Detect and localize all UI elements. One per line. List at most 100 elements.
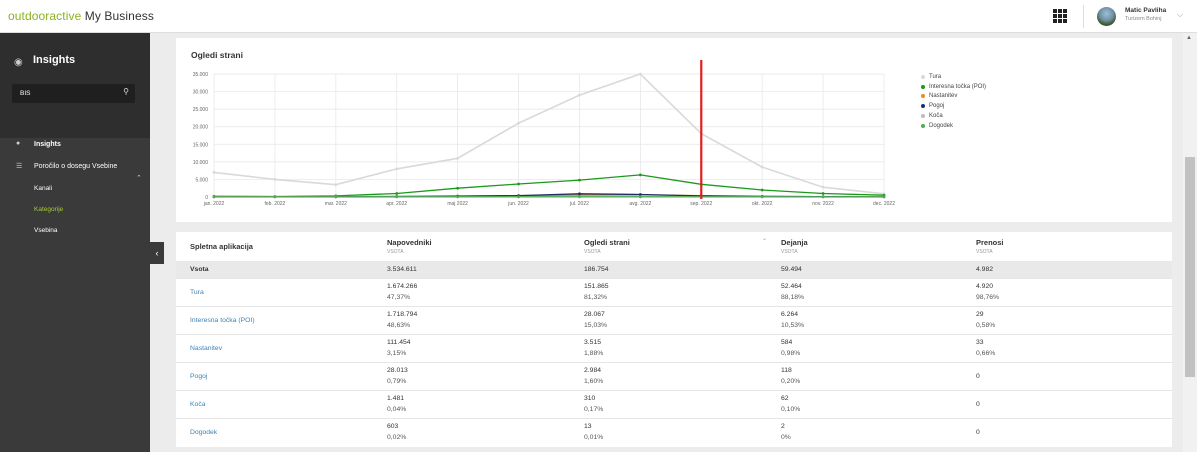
brand-name: outdooractive <box>8 9 82 23</box>
chevron-up-icon[interactable]: ⌃ <box>136 175 142 182</box>
column-header-pageviews[interactable]: Ogledi strani VSOTA ⌄ <box>584 232 774 261</box>
data-point[interactable] <box>578 178 581 182</box>
data-point[interactable] <box>395 192 399 195</box>
sort-chevron-icon[interactable]: ⌄ <box>762 236 768 242</box>
legend-label: Nastanitev <box>929 93 958 100</box>
x-tick-label: apr. 2022 <box>386 201 407 207</box>
cell-value: 2 <box>781 423 785 430</box>
legend-item[interactable]: Interesna točka (POI) <box>921 82 986 92</box>
data-point[interactable] <box>578 195 581 199</box>
search-input[interactable] <box>20 88 110 99</box>
cell-percentage: 1,60% <box>584 378 604 385</box>
data-point[interactable] <box>456 156 460 160</box>
x-tick-label: mar. 2022 <box>325 201 347 207</box>
data-point[interactable] <box>638 195 642 199</box>
row-name-link[interactable]: Pogoj <box>190 373 208 380</box>
data-point[interactable] <box>760 165 764 169</box>
sidebar-subitem-content[interactable]: Vsebina <box>34 227 58 234</box>
sidebar-collapse-button[interactable]: ‹ <box>150 242 164 264</box>
data-point[interactable] <box>212 195 216 199</box>
cell-value: 52.464 <box>781 283 802 290</box>
legend-label: Interesna točka (POI) <box>929 83 987 90</box>
search-icon[interactable]: ⚲ <box>123 87 129 96</box>
data-point[interactable] <box>456 186 460 190</box>
row-name-link[interactable]: Nastanitev <box>190 345 223 352</box>
cell-value: 151.865 <box>584 283 609 290</box>
data-point[interactable] <box>638 72 642 76</box>
data-point[interactable] <box>395 195 399 199</box>
data-point[interactable] <box>638 173 642 177</box>
series-line[interactable] <box>213 73 885 195</box>
data-point[interactable] <box>638 193 642 196</box>
cell-percentage: 0,20% <box>781 378 801 385</box>
cell-percentage: 0,10% <box>781 406 801 413</box>
data-table: Spletna aplikacija Napovedniki VSOTA Ogl… <box>176 232 1172 447</box>
legend-item[interactable]: Pogoj <box>921 101 986 111</box>
x-tick-label: dec. 2022 <box>873 201 895 207</box>
data-point[interactable] <box>456 195 460 199</box>
chart-legend: Tura Interesna točka (POI) Nastanitev Pogoj… <box>921 72 986 131</box>
column-header-app[interactable]: Spletna aplikacija <box>190 232 370 261</box>
data-point[interactable] <box>821 195 825 199</box>
x-tick-label: sep. 2022 <box>690 201 712 207</box>
cell-percentage: 0,58% <box>976 322 996 329</box>
column-header-label: Dejanja <box>781 238 808 247</box>
data-point[interactable] <box>334 183 338 187</box>
column-header-teasers[interactable]: Napovedniki VSOTA <box>387 232 567 261</box>
sidebar-item-reach-report[interactable]: ☰ Poročilo o dosegu Vsebine <box>0 157 150 177</box>
cell-percentage: 15,03% <box>584 322 608 329</box>
eye-icon: ● <box>16 140 21 147</box>
data-point[interactable] <box>517 121 520 125</box>
legend-item[interactable]: Dogodek <box>921 121 986 131</box>
sidebar-item-insights[interactable]: ● Insights <box>0 135 150 155</box>
avatar[interactable] <box>1097 7 1116 26</box>
data-point[interactable] <box>517 195 520 199</box>
row-name-link[interactable]: Koča <box>190 401 206 408</box>
legend-item[interactable]: Nastanitev <box>921 92 986 102</box>
data-point[interactable] <box>334 195 338 199</box>
column-header-downloads[interactable]: Prenosi VSOTA <box>976 232 1156 261</box>
scroll-up-icon[interactable]: ▲ <box>1186 35 1192 41</box>
table-row: Koča 1.481 0,04% 310 0,17% 62 0,10% 0 <box>176 390 1172 418</box>
user-name[interactable]: Matic Pavliha <box>1125 7 1167 14</box>
sidebar-subitem-categories[interactable]: Kategorije <box>34 206 64 213</box>
chevron-down-icon[interactable]: ⌵ <box>1177 10 1184 19</box>
row-name-link[interactable]: Dogodek <box>190 429 218 436</box>
table-row: Tura 1.674.266 47,37% 151.865 81,32% 52.464 88… <box>176 278 1172 306</box>
y-tick-label: 30.000 <box>193 90 209 96</box>
data-point[interactable] <box>760 195 764 199</box>
data-point[interactable] <box>212 171 216 174</box>
column-header-actions[interactable]: Dejanja VSOTA <box>781 232 961 261</box>
cell-value: 28.067 <box>584 311 605 318</box>
apps-grid-icon[interactable] <box>1053 9 1067 23</box>
data-point[interactable] <box>395 167 399 171</box>
legend-item[interactable]: Koča <box>921 111 986 121</box>
row-name-link[interactable]: Tura <box>190 289 204 296</box>
data-point[interactable] <box>578 192 581 196</box>
data-point[interactable] <box>821 192 825 195</box>
cell-value: 4.982 <box>976 266 994 273</box>
legend-item[interactable]: Tura <box>921 72 986 82</box>
y-tick-label: 0 <box>205 195 208 201</box>
data-point[interactable] <box>578 93 581 97</box>
data-point[interactable] <box>273 178 277 181</box>
cell-value: 1.481 <box>387 395 405 402</box>
legend-marker <box>921 74 925 79</box>
data-point[interactable] <box>882 195 886 199</box>
legend-label: Pogoj <box>929 103 945 110</box>
cell-percentage: 10,53% <box>781 322 805 329</box>
data-point[interactable] <box>760 188 764 192</box>
column-header-sub: VSOTA <box>584 249 601 255</box>
sidebar-subitem-channels[interactable]: Kanali <box>34 185 53 192</box>
data-point[interactable] <box>517 182 520 186</box>
row-name-link[interactable]: Interesna točka (POI) <box>190 317 255 324</box>
report-icon: ☰ <box>16 163 23 170</box>
eye-icon: ◉ <box>14 57 23 68</box>
app-logo[interactable]: outdooractive My Business <box>8 9 154 23</box>
data-point[interactable] <box>273 195 277 199</box>
sidebar-title: Insights <box>33 54 76 66</box>
series-line[interactable] <box>213 174 885 198</box>
data-point[interactable] <box>821 185 825 189</box>
chart-title: Ogledi strani <box>191 50 243 60</box>
scrollbar-thumb[interactable] <box>1185 157 1195 377</box>
